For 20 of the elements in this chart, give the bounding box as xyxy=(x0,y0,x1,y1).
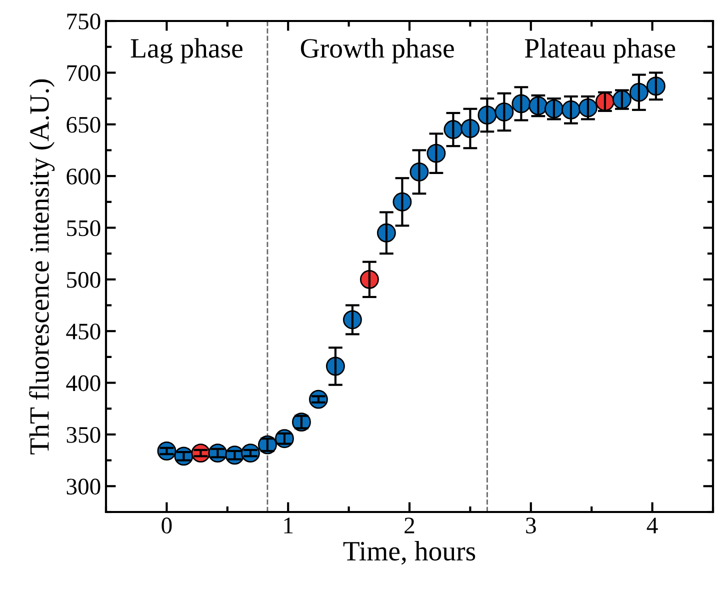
y-tick-label: 550 xyxy=(67,220,100,236)
y-tick-label: 300 xyxy=(66,478,100,495)
x-tick-label: 2 xyxy=(404,518,414,534)
y-tick-label: 500 xyxy=(67,272,100,288)
x-axis-title: Time, hours xyxy=(343,541,476,565)
y-tick-label: 700 xyxy=(67,65,100,82)
annotation: Plateau phase xyxy=(524,38,676,64)
y-tick-label: 650 xyxy=(66,116,100,133)
y-tick-label: 600 xyxy=(66,168,100,184)
y-tick-label: 750 xyxy=(67,13,100,30)
y-tick-label: 450 xyxy=(66,324,100,340)
x-tick-label: 0 xyxy=(162,518,172,534)
annotation: Lag phase xyxy=(130,38,242,64)
y-tick-label: 400 xyxy=(66,375,100,392)
annotation: Growth phase xyxy=(300,38,454,64)
y-axis-title: ThT fluorescence intensity (A.U.) xyxy=(29,79,55,454)
y-tick-label: 350 xyxy=(66,426,100,443)
x-tick-label: 3 xyxy=(526,518,536,534)
x-tick-label: 4 xyxy=(646,518,658,534)
x-tick-label: 1 xyxy=(284,518,293,534)
